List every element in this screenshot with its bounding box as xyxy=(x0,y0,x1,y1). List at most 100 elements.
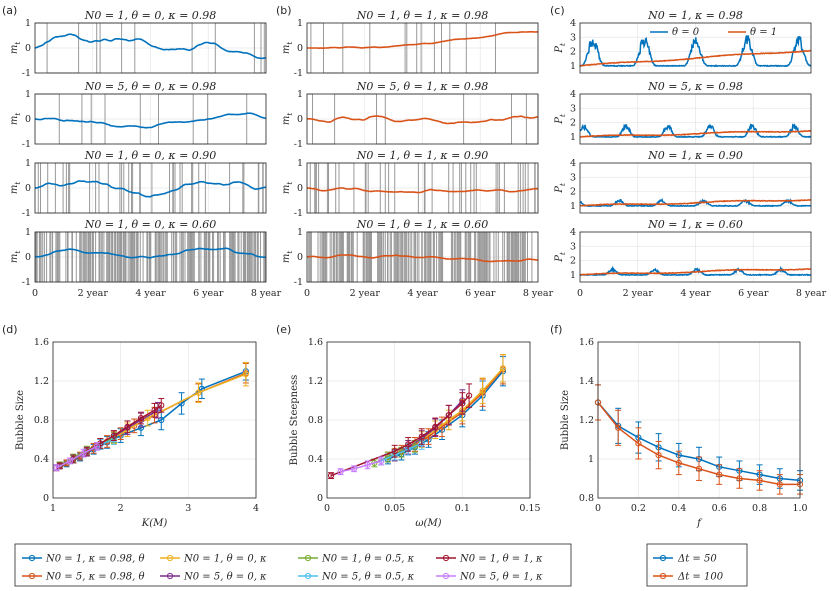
data-point xyxy=(110,432,118,439)
data-point xyxy=(195,389,202,396)
data-point xyxy=(736,475,743,482)
x-tick-label: 3 xyxy=(185,503,191,514)
subplot-title: N0 = 1, θ = 1, κ = 0.98 xyxy=(356,9,489,22)
series-mt xyxy=(34,112,267,129)
y-tick-label: -1 xyxy=(22,68,31,79)
panel-label-d: (d) xyxy=(2,323,18,336)
series-mt xyxy=(35,247,267,259)
subplot-title: N0 = 1, κ = 0.90 xyxy=(647,149,743,162)
subplot-title: N0 = 1, θ = 1, κ = 0.60 xyxy=(356,218,489,231)
axes-box xyxy=(34,162,267,214)
y-axis-label: mt xyxy=(9,182,22,194)
data-point xyxy=(66,457,74,465)
y-tick-label: 1 xyxy=(570,61,576,72)
y-axis-label-sub: t xyxy=(559,43,567,46)
series-1 xyxy=(594,384,804,495)
x-tick-label: 4 year xyxy=(407,288,438,299)
y-tick-label: 1.4 xyxy=(579,376,594,387)
data-point xyxy=(635,440,642,447)
y-tick-label: 0 xyxy=(25,43,31,54)
x-tick-label: 4 year xyxy=(680,288,711,299)
y-axis-label-sub: t xyxy=(286,251,294,254)
legend-marker xyxy=(442,572,450,580)
legend-label: θ = 0 xyxy=(672,27,700,38)
subplot-b-1: N0 = 5, θ = 1, κ = 0.98 -1 0 1 mt xyxy=(281,80,539,150)
y-tick-label: -1 xyxy=(294,139,303,150)
y-tick-label: 1 xyxy=(297,227,303,238)
series-mt xyxy=(34,33,267,60)
data-point xyxy=(378,457,385,465)
series-6 xyxy=(327,383,473,479)
y-axis-label: Pt xyxy=(554,183,567,194)
panel-label-e: (e) xyxy=(276,323,291,336)
y-axis-label-sub: t xyxy=(286,182,294,185)
series-price-0 xyxy=(579,35,811,68)
panel-label-a: (a) xyxy=(2,4,17,17)
y-tick-label: 4 xyxy=(570,158,576,169)
series-mt xyxy=(307,115,539,125)
subplot-a-0: N0 = 1, θ = 0, κ = 0.98 -1 0 1 mt xyxy=(9,9,267,79)
data-point xyxy=(53,464,60,471)
y-tick-label: 0 xyxy=(25,183,31,194)
subplot-b-0: N0 = 1, θ = 1, κ = 0.98 -1 0 1 mt xyxy=(281,9,539,79)
data-point xyxy=(327,472,335,479)
series-7 xyxy=(53,441,101,472)
data-point xyxy=(337,468,344,475)
y-axis-label-sub: t xyxy=(559,114,567,117)
y-axis-label: mt xyxy=(9,42,22,54)
data-point xyxy=(124,423,131,430)
y-tick-label: 1 xyxy=(570,201,576,212)
panel-d: 0 0.4 0.8 1.2 1.6 1 2 3 4 Bubble Size K(M) xyxy=(15,337,259,529)
y-tick-label: 1.6 xyxy=(308,337,323,348)
data-point xyxy=(83,448,90,455)
panel-e: 0 0.4 0.8 1.2 1.6 0 0.05 0.1 0.15 Bubble Steepnes… xyxy=(289,337,541,529)
data-point xyxy=(411,443,419,450)
y-tick-label: 1 xyxy=(570,132,576,143)
data-point xyxy=(158,402,165,409)
axes-box xyxy=(34,22,267,74)
y-tick-label: 4 xyxy=(570,89,576,100)
legend-marker xyxy=(28,554,36,562)
subplot-a-2: N0 = 1, θ = 0, κ = 0.90 -1 0 1 mt xyxy=(9,149,267,219)
data-point xyxy=(466,392,473,399)
series-line xyxy=(380,442,423,462)
axes-box xyxy=(52,341,257,499)
legend-bottom: N0 = 1, κ = 0.98, θ N0 = 5, κ = 0.98, θ N0… xyxy=(14,543,572,587)
axes-box xyxy=(579,22,812,74)
data-point xyxy=(716,471,723,478)
y-axis-label-main: m xyxy=(281,185,292,194)
x-tick-label: 4 year xyxy=(135,288,166,299)
data-point xyxy=(776,481,783,488)
y-axis-label: mt xyxy=(9,113,22,125)
y-axis-label: Bubble Steepness xyxy=(289,375,300,466)
x-axis-label: K(M) xyxy=(141,518,168,529)
x-tick-label: 2 year xyxy=(350,288,381,299)
subplot-title: N0 = 1, θ = 0, κ = 0.90 xyxy=(84,149,217,162)
y-tick-label: 1 xyxy=(25,89,31,100)
x-tick-label: 0.05 xyxy=(384,503,405,514)
data-point xyxy=(70,455,77,463)
y-tick-label: 1.2 xyxy=(579,415,594,426)
x-axis-label: f xyxy=(696,518,703,529)
data-point xyxy=(364,461,371,468)
y-axis-label-main: P xyxy=(554,46,565,54)
y-tick-label: 1 xyxy=(297,158,303,169)
legend-label: N0 = 1, θ = 0, κ xyxy=(183,554,267,565)
data-point xyxy=(56,462,63,469)
y-tick-label: 4 xyxy=(570,227,576,238)
axes-box xyxy=(326,341,531,499)
y-axis-label: Bubble Size xyxy=(15,390,26,450)
y-axis-label-sub: t xyxy=(14,113,22,116)
x-tick-label: 4 xyxy=(253,503,259,514)
y-tick-label: 0 xyxy=(297,252,303,263)
y-axis-label: Pt xyxy=(554,43,567,54)
series-7 xyxy=(337,456,385,476)
y-tick-label: 1.2 xyxy=(34,376,49,387)
y-tick-label: 0.4 xyxy=(308,454,323,465)
y-axis-label: Pt xyxy=(554,114,567,125)
data-point xyxy=(242,371,249,378)
y-tick-label: 3 xyxy=(570,103,576,114)
subplot-b-2: N0 = 1, θ = 1, κ = 0.90 -1 0 1 mt xyxy=(281,149,539,219)
subplot-a-1: N0 = 5, θ = 0, κ = 0.98 -1 0 1 mt xyxy=(9,80,267,150)
